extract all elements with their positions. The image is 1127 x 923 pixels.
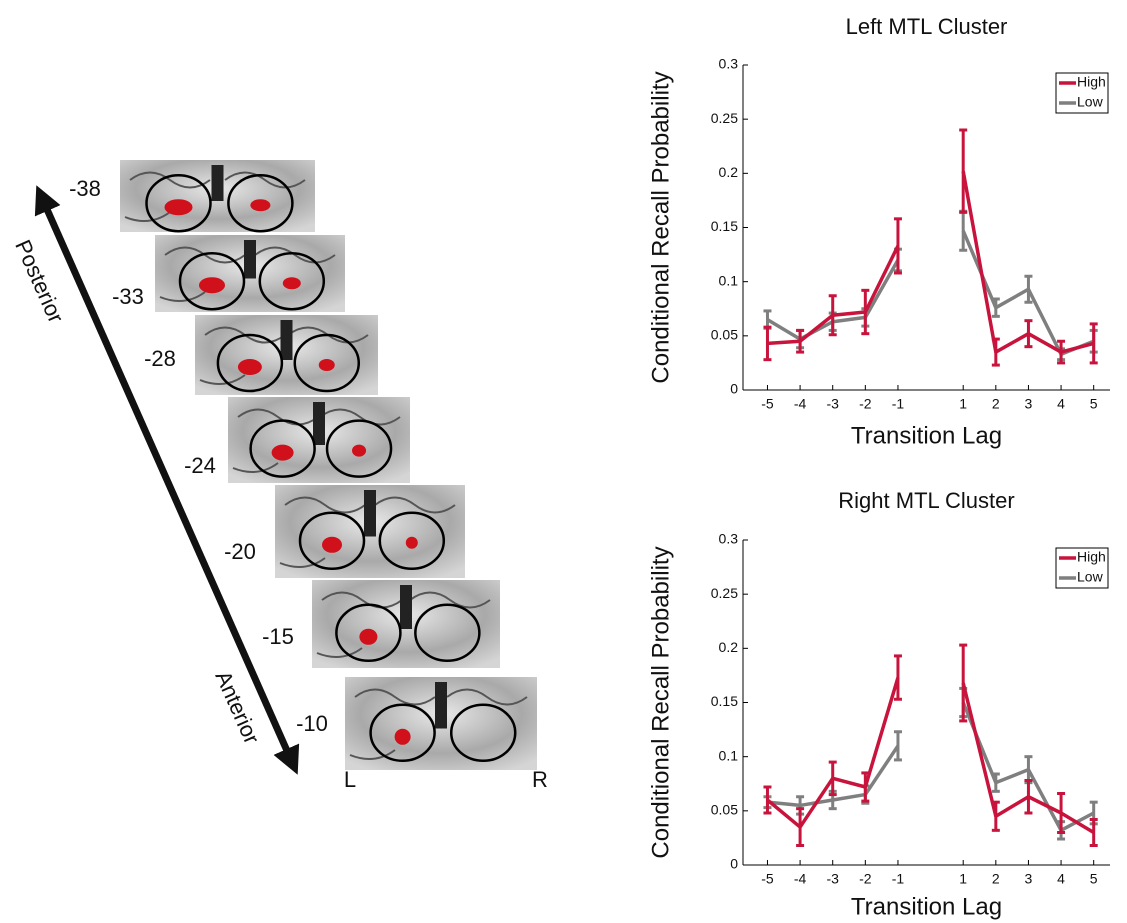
x-tick-label: -3 bbox=[826, 396, 839, 412]
x-tick-label: 2 bbox=[992, 396, 1000, 412]
x-tick-label: -4 bbox=[794, 396, 807, 412]
legend-label: Low bbox=[1077, 94, 1104, 110]
right-label: R bbox=[532, 767, 548, 792]
activation bbox=[250, 199, 270, 211]
error-bar bbox=[959, 130, 967, 212]
activation bbox=[406, 537, 418, 549]
chart-title: Right MTL Cluster bbox=[838, 488, 1014, 513]
legend-label: Low bbox=[1077, 569, 1104, 585]
midline bbox=[281, 320, 293, 360]
y-axis-label: Conditional Recall Probability bbox=[647, 546, 674, 858]
slice-label: -24 bbox=[184, 453, 216, 478]
figure: -38-33-28-24-20-15-10 Posterior Anterior… bbox=[0, 0, 1127, 923]
x-tick-label: -5 bbox=[761, 871, 774, 887]
y-tick-label: 0 bbox=[730, 381, 738, 397]
slice-label: -28 bbox=[144, 346, 176, 371]
x-tick-label: 4 bbox=[1057, 396, 1065, 412]
slice-label: -10 bbox=[296, 711, 328, 736]
x-tick-label: -2 bbox=[859, 871, 872, 887]
chart-title: Left MTL Cluster bbox=[846, 14, 1008, 39]
y-tick-label: 0.25 bbox=[711, 585, 738, 601]
slice-label: -20 bbox=[224, 539, 256, 564]
x-tick-label: -5 bbox=[761, 396, 774, 412]
activation bbox=[199, 277, 225, 293]
y-tick-label: 0.1 bbox=[719, 272, 739, 288]
brain-slices: -38 -33 -28 -24 -20 -15 -10 bbox=[69, 160, 537, 770]
activation bbox=[352, 445, 366, 457]
activation bbox=[272, 445, 294, 461]
x-axis-label: Transition Lag bbox=[851, 422, 1002, 449]
y-tick-label: 0.1 bbox=[719, 747, 739, 763]
x-tick-label: 4 bbox=[1057, 871, 1065, 887]
midline bbox=[244, 240, 256, 279]
midline bbox=[400, 585, 412, 629]
y-tick-label: 0.3 bbox=[719, 56, 739, 72]
y-tick-label: 0.15 bbox=[711, 693, 738, 709]
legend-label: High bbox=[1077, 74, 1106, 90]
x-tick-label: -2 bbox=[859, 396, 872, 412]
x-tick-label: -1 bbox=[892, 396, 905, 412]
x-tick-label: -3 bbox=[826, 871, 839, 887]
x-tick-label: 3 bbox=[1025, 396, 1033, 412]
activation bbox=[283, 277, 301, 289]
y-tick-label: 0.15 bbox=[711, 218, 738, 234]
activation bbox=[319, 359, 335, 371]
y-tick-label: 0.2 bbox=[719, 639, 739, 655]
activation bbox=[359, 629, 377, 645]
x-tick-label: -4 bbox=[794, 871, 807, 887]
midline bbox=[313, 402, 325, 445]
x-tick-label: 1 bbox=[959, 871, 967, 887]
y-axis-label: Conditional Recall Probability bbox=[647, 71, 674, 383]
y-tick-label: 0.05 bbox=[711, 802, 738, 818]
posterior-label: Posterior bbox=[10, 236, 69, 327]
legend-label: High bbox=[1077, 549, 1106, 565]
left-label: L bbox=[344, 767, 356, 792]
slice-label: -15 bbox=[262, 624, 294, 649]
midline bbox=[212, 165, 224, 201]
slice-label: -33 bbox=[112, 284, 144, 309]
activation bbox=[322, 537, 342, 553]
activation bbox=[165, 199, 193, 215]
midline bbox=[364, 490, 376, 537]
slice-label: -38 bbox=[69, 176, 101, 201]
activation bbox=[238, 359, 262, 375]
y-tick-label: 0.05 bbox=[711, 327, 738, 343]
y-tick-label: 0.25 bbox=[711, 110, 738, 126]
midline bbox=[435, 682, 447, 729]
y-tick-label: 0 bbox=[730, 856, 738, 872]
x-tick-label: 5 bbox=[1090, 871, 1098, 887]
x-tick-label: 3 bbox=[1025, 871, 1033, 887]
x-tick-label: -1 bbox=[892, 871, 905, 887]
x-tick-label: 2 bbox=[992, 871, 1000, 887]
x-tick-label: 5 bbox=[1090, 396, 1098, 412]
y-tick-label: 0.2 bbox=[719, 164, 739, 180]
x-tick-label: 1 bbox=[959, 396, 967, 412]
y-tick-label: 0.3 bbox=[719, 531, 739, 547]
activation bbox=[395, 729, 411, 745]
x-axis-label: Transition Lag bbox=[851, 893, 1002, 920]
